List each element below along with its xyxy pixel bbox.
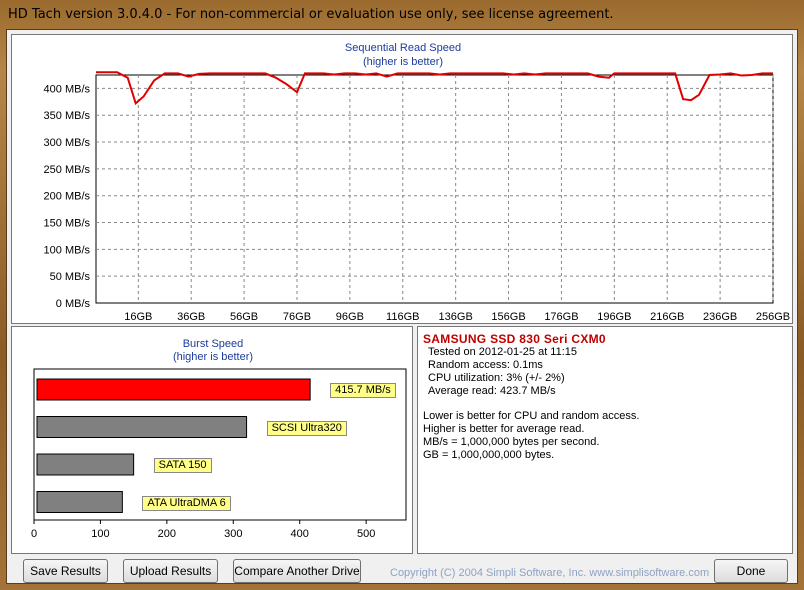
save-results-button[interactable]: Save Results xyxy=(23,559,108,583)
x-tick-label: 116GB xyxy=(386,311,419,323)
note-lower-better: Lower is better for CPU and random acces… xyxy=(423,410,640,422)
plot-area xyxy=(95,74,774,304)
read-chart: 0 MB/s 50 MB/s 100 MB/s 150 MB/s 200 MB/s 250… xyxy=(44,71,790,323)
burst-bar xyxy=(36,378,311,401)
x-tick-label: 136GB xyxy=(439,311,473,323)
burst-bar-label: 415.7 MB/s xyxy=(330,383,396,398)
burst-chart-subtitle: (higher is better) xyxy=(172,351,254,363)
read-chart-title: Sequential Read Speed xyxy=(344,42,462,54)
burst-bar-label: ATA UltraDMA 6 xyxy=(142,495,231,511)
cpu-utilization: CPU utilization: 3% (+/- 2%) xyxy=(428,372,565,384)
compare-drive-button[interactable]: Compare Another Drive xyxy=(233,559,361,583)
burst-x-tick-label: 400 xyxy=(291,528,309,540)
x-tick-label: 16GB xyxy=(124,311,152,323)
x-tick-label: 56GB xyxy=(230,311,258,323)
burst-bar xyxy=(36,491,123,513)
x-tick-label: 256GB xyxy=(756,311,790,323)
read-chart-panel: Sequential Read Speed (higher is better)… xyxy=(11,34,793,324)
y-tick-label: 200 MB/s xyxy=(44,191,91,203)
y-tick-label: 0 MB/s xyxy=(56,298,91,310)
average-read: Average read: 423.7 MB/s xyxy=(428,385,556,397)
y-tick-label: 50 MB/s xyxy=(50,271,91,283)
y-tick-label: 400 MB/s xyxy=(44,83,91,95)
y-tick-label: 250 MB/s xyxy=(44,164,91,176)
x-tick-label: 176GB xyxy=(544,311,578,323)
y-tick-label: 100 MB/s xyxy=(44,244,91,256)
burst-x-tick-label: 0 xyxy=(31,528,37,540)
note-higher-better: Higher is better for average read. xyxy=(423,423,585,435)
random-access: Random access: 0.1ms xyxy=(428,359,543,371)
x-tick-label: 216GB xyxy=(650,311,684,323)
y-tick-label: 350 MB/s xyxy=(44,110,91,122)
read-speed-line xyxy=(96,71,773,106)
title-bar[interactable]: HD Tach version 3.0.4.0 - For non-commer… xyxy=(0,0,804,29)
burst-chart-title: Burst Speed xyxy=(182,338,244,350)
y-tick-label: 150 MB/s xyxy=(44,218,91,230)
burst-x-tick-label: 200 xyxy=(158,528,176,540)
burst-bar-label: SCSI Ultra320 xyxy=(266,420,347,436)
copyright-text: Copyright (C) 2004 Simpli Software, Inc.… xyxy=(390,567,710,579)
window-title: HD Tach version 3.0.4.0 - For non-commer… xyxy=(8,7,614,22)
drive-name: SAMSUNG SSD 830 Seri CXM0 xyxy=(423,332,606,346)
x-tick-label: 196GB xyxy=(597,311,631,323)
client-area: Sequential Read Speed (higher is better)… xyxy=(6,29,798,584)
note-gb-definition: GB = 1,000,000,000 bytes. xyxy=(423,449,555,461)
burst-chart-panel: Burst Speed (higher is better) 0 100 200 30… xyxy=(11,326,413,554)
note-mbs-definition: MB/s = 1,000,000 bytes per second. xyxy=(423,436,600,448)
burst-bar xyxy=(36,453,135,476)
upload-results-button[interactable]: Upload Results xyxy=(123,559,218,583)
info-panel xyxy=(417,326,793,554)
burst-x-tick-label: 300 xyxy=(224,528,242,540)
burst-x-tick-label: 500 xyxy=(357,528,375,540)
read-chart-subtitle: (higher is better) xyxy=(362,56,444,68)
x-tick-label: 236GB xyxy=(703,311,737,323)
x-tick-label: 96GB xyxy=(336,311,364,323)
x-tick-label: 156GB xyxy=(491,311,525,323)
burst-bar-label: SATA 150 xyxy=(153,458,212,473)
burst-bar xyxy=(36,416,248,438)
burst-x-tick-label: 100 xyxy=(91,528,109,540)
burst-chart: 0 100 200 300 400 500 xyxy=(31,368,407,540)
y-tick-label: 300 MB/s xyxy=(44,137,91,149)
done-button[interactable]: Done xyxy=(714,559,788,583)
test-date: Tested on 2012-01-25 at 11:15 xyxy=(428,346,578,358)
x-tick-label: 76GB xyxy=(283,311,311,323)
x-tick-label: 36GB xyxy=(177,311,205,323)
